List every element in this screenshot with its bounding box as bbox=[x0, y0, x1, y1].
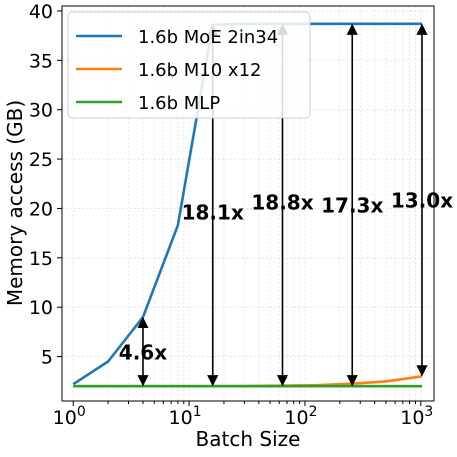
y-tick-label: 25 bbox=[29, 149, 53, 171]
ratio-label: 18.8x bbox=[251, 191, 313, 215]
ratio-label: 4.6x bbox=[119, 341, 167, 365]
y-tick-label: 35 bbox=[29, 50, 53, 72]
plot-frame bbox=[61, 5, 435, 402]
ratio-label: 13.0x bbox=[391, 189, 453, 213]
ratio-label: 18.1x bbox=[182, 200, 244, 224]
ratio-label: 17.3x bbox=[321, 193, 383, 217]
x-tick-label: 102 bbox=[284, 404, 317, 429]
y-axis-ticks: 5 10 15 20 25 30 35 40 bbox=[29, 1, 62, 369]
y-tick-label: 15 bbox=[29, 248, 53, 270]
legend-box bbox=[67, 11, 311, 119]
y-tick-label: 5 bbox=[41, 347, 53, 369]
annotation-layer: 4.6x 18.1x 18.8x 17.3x 13.0x bbox=[119, 23, 453, 387]
y-tick-label: 30 bbox=[29, 100, 53, 122]
legend-label: 1.6b MLP bbox=[138, 93, 220, 114]
y-tick-label: 10 bbox=[29, 297, 53, 319]
x-tick-label: 101 bbox=[169, 404, 202, 429]
x-axis-title: Batch Size bbox=[196, 427, 301, 451]
x-axis-ticks: 100 101 102 103 bbox=[53, 401, 433, 429]
x-tick-label: 100 bbox=[53, 404, 86, 429]
legend-label: 1.6b MoE 2in34 bbox=[138, 27, 278, 48]
x-tick-label: 103 bbox=[400, 404, 433, 429]
legend: 1.6b MoE 2in34 1.6b M10 x12 1.6b MLP bbox=[67, 11, 311, 119]
y-tick-label: 20 bbox=[29, 198, 53, 220]
legend-label: 1.6b M10 x12 bbox=[138, 60, 262, 81]
y-axis-title: Memory access (GB) bbox=[3, 100, 27, 306]
y-tick-label: 40 bbox=[29, 1, 53, 23]
